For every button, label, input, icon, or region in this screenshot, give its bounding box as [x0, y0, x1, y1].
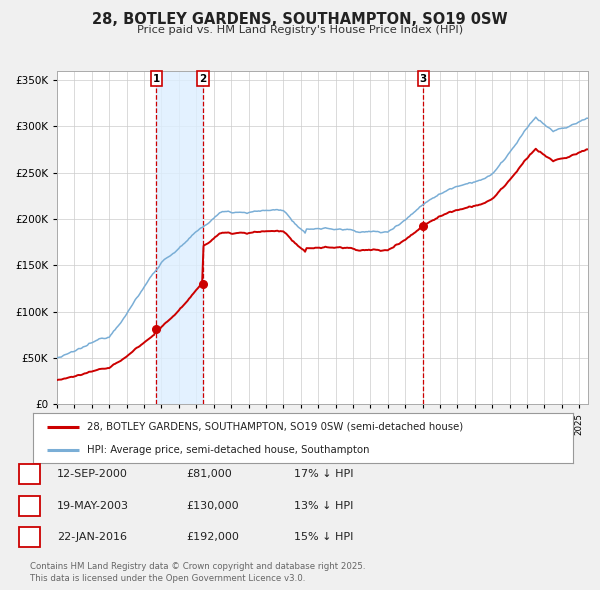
Text: £192,000: £192,000	[186, 532, 239, 542]
Text: Contains HM Land Registry data © Crown copyright and database right 2025.
This d: Contains HM Land Registry data © Crown c…	[30, 562, 365, 583]
Text: £130,000: £130,000	[186, 501, 239, 510]
Text: 28, BOTLEY GARDENS, SOUTHAMPTON, SO19 0SW: 28, BOTLEY GARDENS, SOUTHAMPTON, SO19 0S…	[92, 12, 508, 27]
Text: £81,000: £81,000	[186, 469, 232, 478]
Text: 17% ↓ HPI: 17% ↓ HPI	[294, 469, 353, 478]
Text: 28, BOTLEY GARDENS, SOUTHAMPTON, SO19 0SW (semi-detached house): 28, BOTLEY GARDENS, SOUTHAMPTON, SO19 0S…	[87, 421, 463, 431]
Text: 12-SEP-2000: 12-SEP-2000	[57, 469, 128, 478]
Text: 2: 2	[26, 501, 33, 510]
Text: 22-JAN-2016: 22-JAN-2016	[57, 532, 127, 542]
Text: 13% ↓ HPI: 13% ↓ HPI	[294, 501, 353, 510]
Text: 3: 3	[26, 532, 33, 542]
Text: 2: 2	[199, 74, 206, 84]
Text: 3: 3	[420, 74, 427, 84]
Text: 15% ↓ HPI: 15% ↓ HPI	[294, 532, 353, 542]
Text: 19-MAY-2003: 19-MAY-2003	[57, 501, 129, 510]
Text: HPI: Average price, semi-detached house, Southampton: HPI: Average price, semi-detached house,…	[87, 445, 370, 455]
Bar	[157, 71, 203, 404]
Text: 1: 1	[26, 469, 33, 478]
Text: Price paid vs. HM Land Registry's House Price Index (HPI): Price paid vs. HM Land Registry's House …	[137, 25, 463, 35]
Text: 1: 1	[153, 74, 160, 84]
